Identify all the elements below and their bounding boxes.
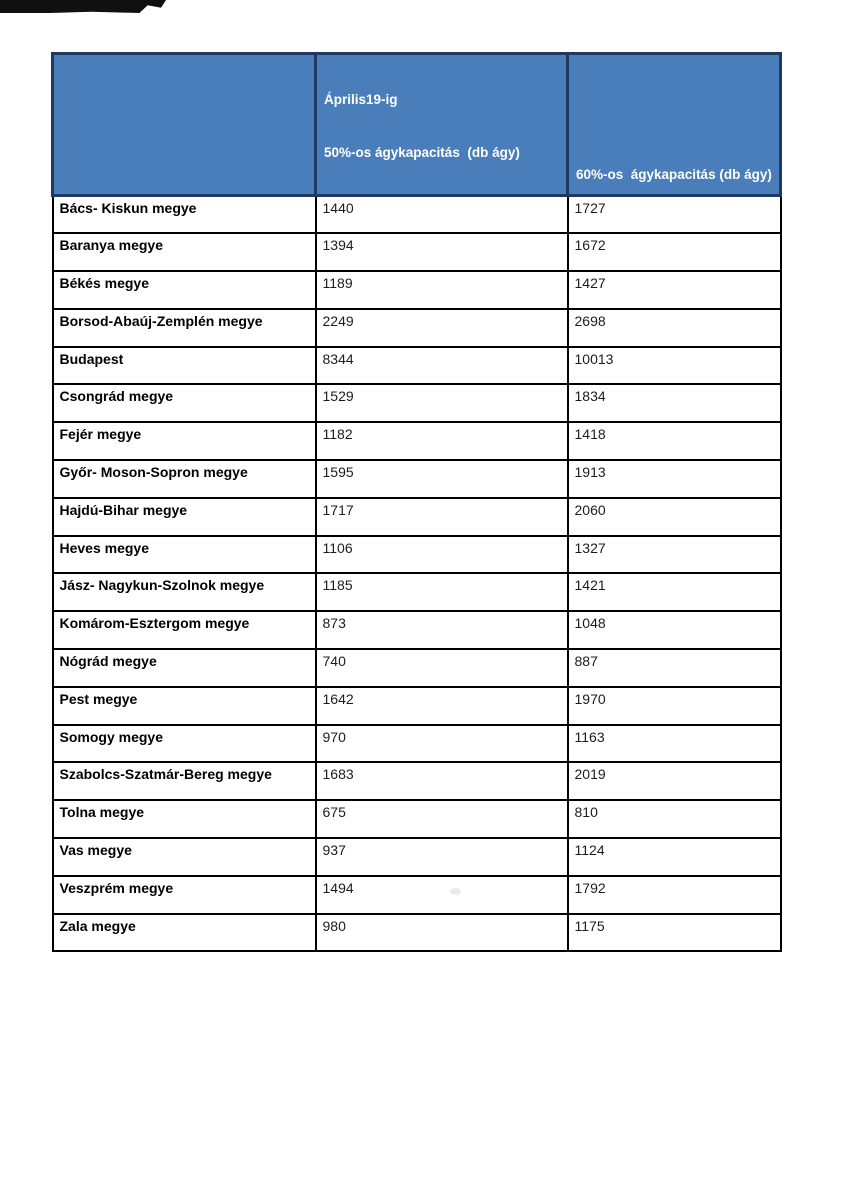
- county-name-cell: Csongrád megye: [51, 383, 317, 424]
- table-row: Budapest 8344 10013: [51, 345, 782, 386]
- table-row: Komárom-Esztergom megye 873 1048: [51, 610, 782, 651]
- county-name-cell: Somogy megye: [51, 723, 317, 764]
- table-row: Veszprém megye 1494 1792: [51, 874, 782, 915]
- bed-capacity-table: Április19-ig 50%-os ágykapacitás (db ágy…: [51, 52, 782, 953]
- table-row: Somogy megye 970 1163: [51, 723, 782, 764]
- capacity-60-cell: 2698: [566, 307, 782, 348]
- table-row: Hajdú-Bihar megye 1717 2060: [51, 496, 782, 537]
- capacity-60-cell: 1048: [566, 610, 782, 651]
- capacity-50-cell: 937: [314, 837, 569, 877]
- table-row: Baranya megye 1394 1672: [51, 232, 782, 273]
- capacity-50-cell: 1394: [314, 232, 569, 273]
- capacity-60-cell: 1421: [566, 572, 782, 613]
- table-body: Bács- Kiskun megye 1440 1727 Baranya meg…: [51, 194, 782, 953]
- capacity-50-cell: 740: [314, 648, 569, 688]
- capacity-60-cell: 1834: [566, 383, 782, 424]
- county-name-cell: Hajdú-Bihar megye: [51, 496, 317, 537]
- table-header: Április19-ig 50%-os ágykapacitás (db ágy…: [51, 52, 782, 197]
- capacity-50-cell: 2249: [314, 307, 569, 348]
- table-row: Pest megye 1642 1970: [51, 685, 782, 726]
- capacity-60-cell: 1175: [566, 912, 782, 953]
- capacity-50-cell: 8344: [314, 345, 569, 386]
- capacity-50-cell: 1529: [314, 383, 569, 424]
- county-name-cell: Fejér megye: [51, 421, 317, 462]
- capacity-60-cell: 1163: [566, 723, 782, 764]
- table-row: Szabolcs-Szatmár-Bereg megye 1683 2019: [51, 761, 782, 802]
- county-name-cell: Szabolcs-Szatmár-Bereg megye: [51, 761, 317, 802]
- table-row: Fejér megye 1182 1418: [51, 421, 782, 462]
- capacity-60-cell: 1727: [566, 194, 782, 235]
- county-name-cell: Borsod-Abaúj-Zemplén megye: [51, 307, 317, 348]
- capacity-50-cell: 675: [314, 799, 569, 840]
- table-row: Bács- Kiskun megye 1440 1727: [51, 194, 782, 235]
- capacity-60-cell: 810: [566, 799, 782, 840]
- county-name-cell: Baranya megye: [51, 232, 317, 273]
- header-cell-50pct: Április19-ig 50%-os ágykapacitás (db ágy…: [314, 52, 569, 197]
- capacity-60-cell: 1913: [566, 459, 782, 499]
- header-cell-county: [51, 52, 317, 197]
- capacity-50-cell: 873: [314, 610, 569, 651]
- capacity-50-cell: 1106: [314, 534, 569, 575]
- header-cell-60pct: 60%-os ágykapacitás (db ágy): [566, 52, 782, 197]
- table-row: Győr- Moson-Sopron megye 1595 1913: [51, 459, 782, 499]
- capacity-60-cell: 2060: [566, 496, 782, 537]
- capacity-60-cell: 2019: [566, 761, 782, 802]
- county-name-cell: Pest megye: [51, 685, 317, 726]
- capacity-50-cell: 970: [314, 723, 569, 764]
- capacity-60-cell: 887: [566, 648, 782, 688]
- county-name-cell: Zala megye: [51, 912, 317, 953]
- table-row: Békés megye 1189 1427: [51, 270, 782, 310]
- table-row: Csongrád megye 1529 1834: [51, 383, 782, 424]
- capacity-60-cell: 1427: [566, 270, 782, 310]
- county-name-cell: Vas megye: [51, 837, 317, 877]
- capacity-50-cell: 1440: [314, 194, 569, 235]
- scan-artifact: [0, 0, 166, 13]
- county-name-cell: Győr- Moson-Sopron megye: [51, 459, 317, 499]
- capacity-50-cell: 1683: [314, 761, 569, 802]
- table-row: Heves megye 1106 1327: [51, 534, 782, 575]
- header-50pct-line2: 50%-os ágykapacitás (db ágy): [324, 145, 520, 160]
- table-row: Vas megye 937 1124: [51, 837, 782, 877]
- capacity-60-cell: 1327: [566, 534, 782, 575]
- county-name-cell: Bács- Kiskun megye: [51, 194, 317, 235]
- capacity-50-cell: 1189: [314, 270, 569, 310]
- table-row: Borsod-Abaúj-Zemplén megye 2249 2698: [51, 307, 782, 348]
- capacity-60-cell: 1970: [566, 685, 782, 726]
- capacity-50-cell: 1494: [314, 874, 569, 915]
- county-name-cell: Heves megye: [51, 534, 317, 575]
- county-name-cell: Békés megye: [51, 270, 317, 310]
- table-row: Jász- Nagykun-Szolnok megye 1185 1421: [51, 572, 782, 613]
- capacity-50-cell: 1185: [314, 572, 569, 613]
- county-name-cell: Nógrád megye: [51, 648, 317, 688]
- header-row: Április19-ig 50%-os ágykapacitás (db ágy…: [51, 52, 782, 197]
- county-name-cell: Komárom-Esztergom megye: [51, 610, 317, 651]
- capacity-50-cell: 1717: [314, 496, 569, 537]
- capacity-50-cell: 1595: [314, 459, 569, 499]
- county-name-cell: Jász- Nagykun-Szolnok megye: [51, 572, 317, 613]
- capacity-60-cell: 1418: [566, 421, 782, 462]
- table-row: Tolna megye 675 810: [51, 799, 782, 840]
- capacity-50-cell: 980: [314, 912, 569, 953]
- county-name-cell: Budapest: [51, 345, 317, 386]
- capacity-60-cell: 10013: [566, 345, 782, 386]
- table-row: Nógrád megye 740 887: [51, 648, 782, 688]
- capacity-60-cell: 1792: [566, 874, 782, 915]
- table-row: Zala megye 980 1175: [51, 912, 782, 953]
- county-name-cell: Veszprém megye: [51, 874, 317, 915]
- capacity-60-cell: 1672: [566, 232, 782, 273]
- capacity-60-cell: 1124: [566, 837, 782, 877]
- capacity-50-cell: 1642: [314, 685, 569, 726]
- capacity-50-cell: 1182: [314, 421, 569, 462]
- header-50pct-line1: Április19-ig: [324, 92, 398, 107]
- county-name-cell: Tolna megye: [51, 799, 317, 840]
